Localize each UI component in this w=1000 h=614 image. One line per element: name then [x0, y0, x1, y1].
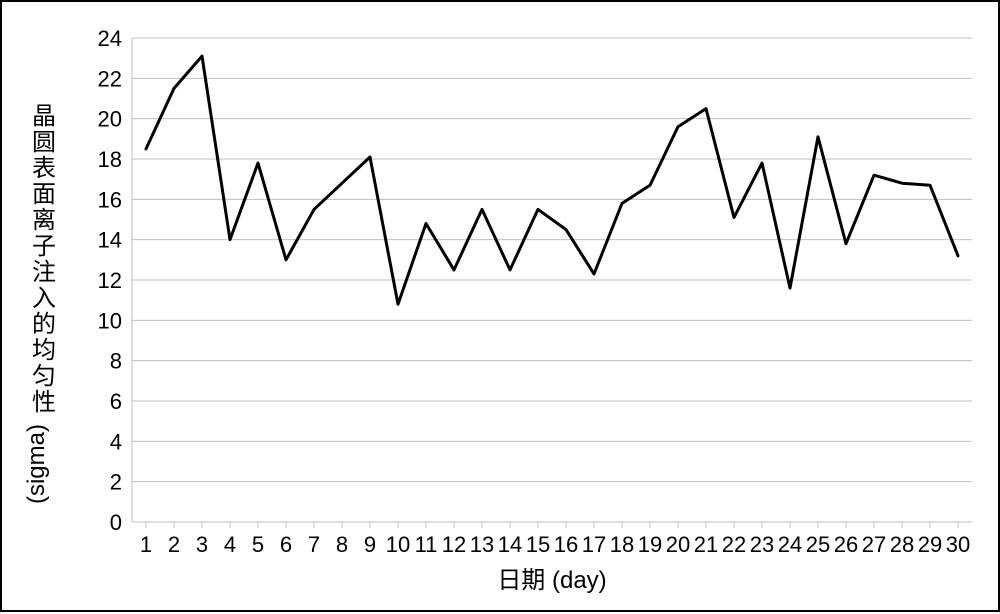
y-tick-label: 22 [98, 66, 122, 91]
y-axis-title-tail: (sigma) [23, 424, 50, 504]
chart-container: 0246810121416182022241234567891011121314… [0, 0, 1000, 612]
y-tick-label: 24 [98, 26, 122, 51]
y-tick-label: 8 [110, 349, 122, 374]
x-tick-label: 27 [862, 532, 886, 557]
y-axis-title-char: 入 [32, 285, 56, 312]
y-axis-title-char: 晶 [32, 103, 56, 130]
x-tick-label: 3 [196, 532, 208, 557]
x-tick-label: 12 [442, 532, 466, 557]
y-tick-label: 20 [98, 107, 122, 132]
x-tick-label: 19 [638, 532, 662, 557]
y-axis-title-group: 晶圆表面离子注入的均匀性 (sigma) [23, 103, 56, 504]
y-tick-label: 14 [98, 228, 122, 253]
data-line [146, 56, 958, 304]
y-tick-label: 6 [110, 389, 122, 414]
y-tick-label: 10 [98, 308, 122, 333]
x-tick-label: 9 [364, 532, 376, 557]
y-axis-title-char: 离 [32, 207, 56, 234]
x-tick-label: 24 [778, 532, 802, 557]
x-tick-label: 7 [308, 532, 320, 557]
x-tick-label: 30 [946, 532, 970, 557]
x-tick-label: 17 [582, 532, 606, 557]
y-axis-title-char: 的 [32, 311, 56, 338]
x-axis-title: 日期 (day) [497, 567, 606, 594]
x-tick-label: 14 [498, 532, 522, 557]
y-tick-label: 4 [110, 429, 122, 454]
y-axis-title-char: 性 [32, 389, 56, 416]
x-tick-label: 10 [386, 532, 410, 557]
x-tick-label: 28 [890, 532, 914, 557]
x-tick-label: 11 [415, 532, 438, 557]
x-tick-label: 25 [806, 532, 830, 557]
x-tick-label: 18 [610, 532, 634, 557]
y-axis-title-char: 注 [32, 259, 56, 286]
x-tick-label: 4 [224, 532, 236, 557]
y-axis-title-char: 面 [32, 181, 56, 208]
y-axis-title-char: 均 [32, 337, 56, 364]
x-tick-label: 5 [252, 532, 264, 557]
y-tick-label: 0 [110, 510, 122, 535]
x-tick-label: 29 [918, 532, 942, 557]
x-tick-label: 8 [336, 532, 348, 557]
x-tick-label: 15 [526, 532, 550, 557]
y-tick-label: 2 [110, 470, 122, 495]
y-tick-label: 16 [98, 187, 122, 212]
line-chart: 0246810121416182022241234567891011121314… [2, 2, 1000, 614]
y-axis-title-char: 表 [32, 155, 56, 182]
y-axis-title-char: 子 [32, 233, 56, 260]
x-tick-label: 6 [280, 532, 292, 557]
y-axis-title-char: 匀 [32, 363, 56, 390]
y-tick-label: 18 [98, 147, 122, 172]
x-tick-label: 22 [722, 532, 746, 557]
x-tick-label: 23 [750, 532, 774, 557]
x-tick-label: 20 [666, 532, 690, 557]
y-axis-title-char: 圆 [32, 129, 56, 156]
y-tick-label: 12 [98, 268, 122, 293]
x-tick-label: 26 [834, 532, 858, 557]
x-tick-label: 16 [554, 532, 578, 557]
x-tick-label: 2 [168, 532, 180, 557]
x-tick-label: 21 [694, 532, 718, 557]
x-tick-label: 1 [140, 532, 152, 557]
x-tick-label: 13 [470, 532, 494, 557]
